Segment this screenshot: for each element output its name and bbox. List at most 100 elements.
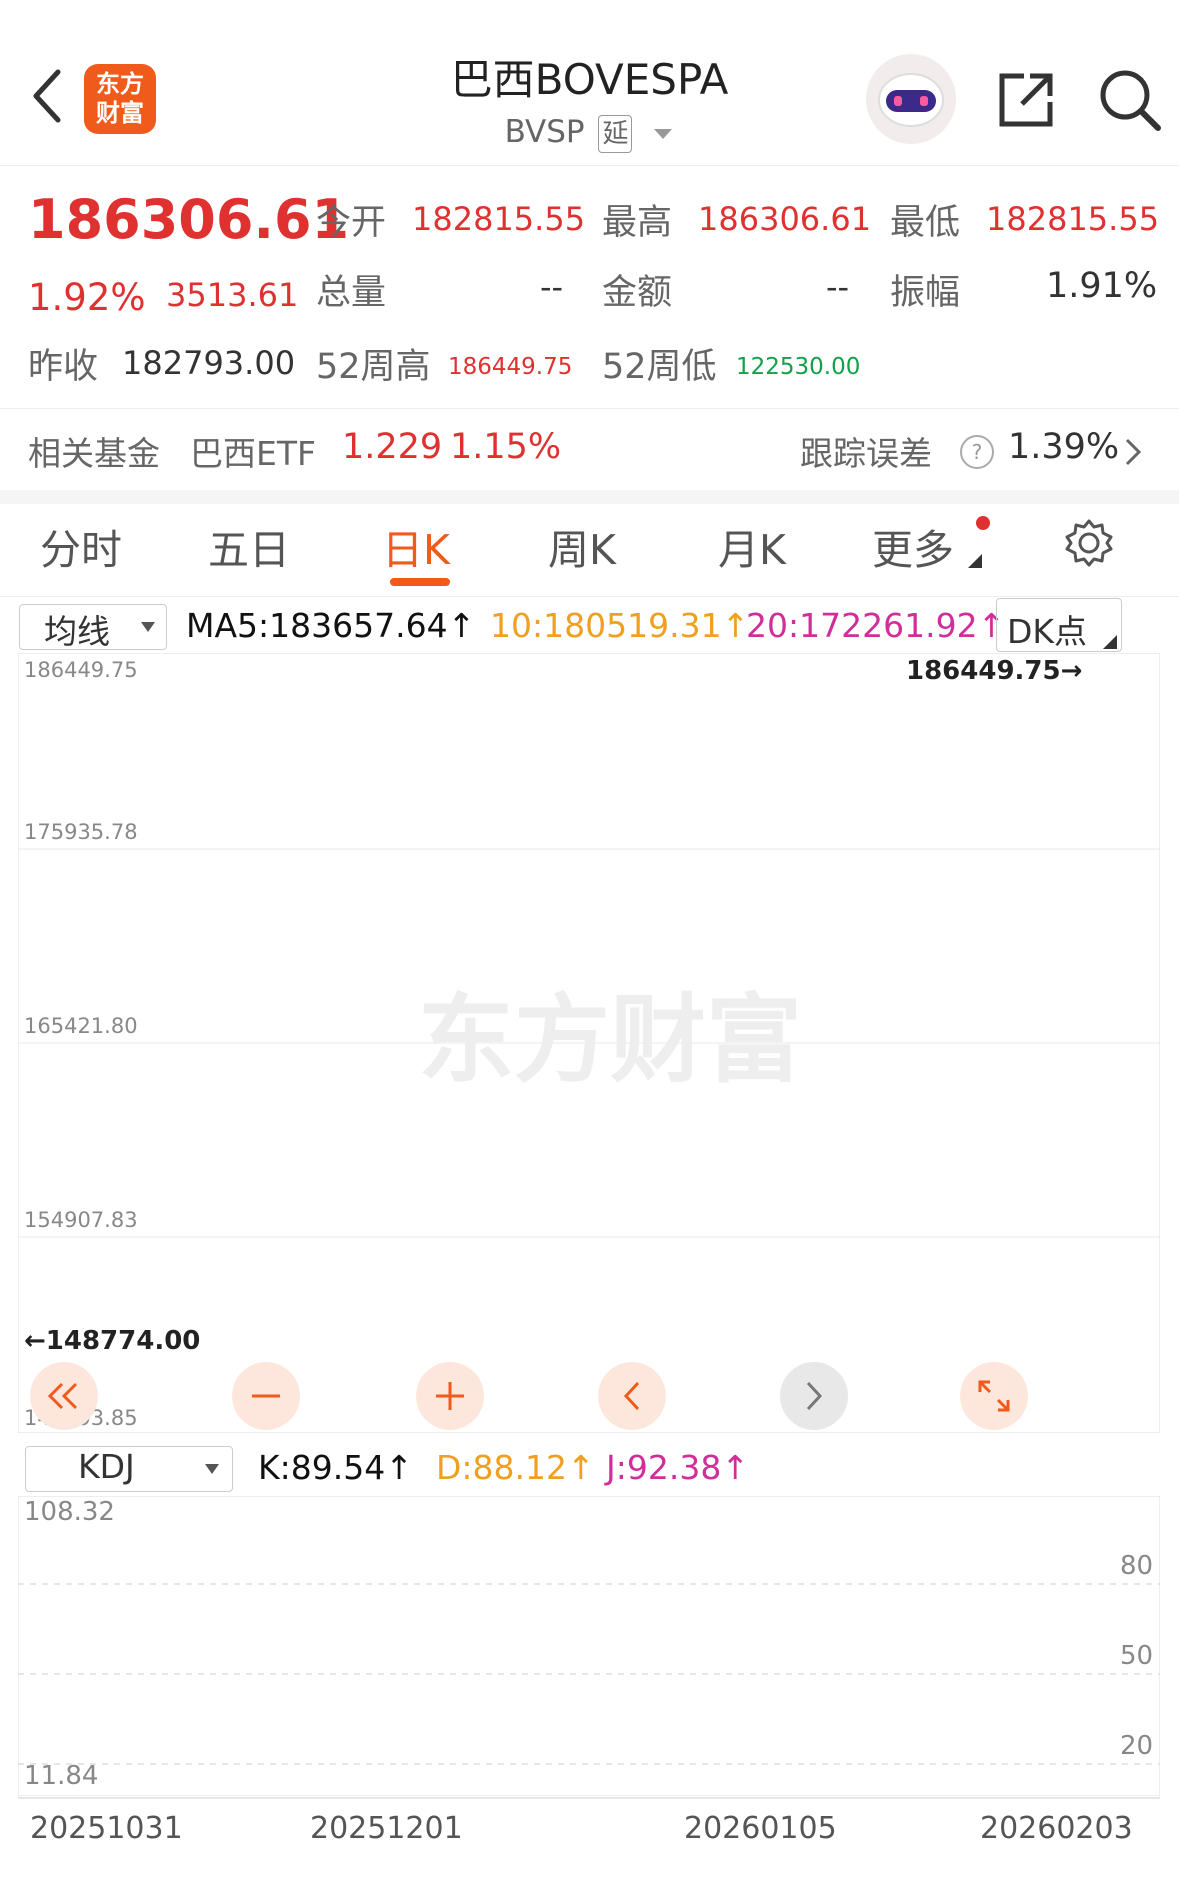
section-divider (0, 490, 1179, 504)
x-tick-label: 20251031 (30, 1811, 183, 1846)
app-logo: 东方 财富 (84, 64, 156, 134)
logo-line2: 财富 (96, 99, 144, 127)
header: 东方 财富 巴西BOVESPA BVSP 延 (0, 0, 1179, 166)
page-subtitle: BVSP 延 (0, 114, 1179, 153)
min-price-marker: ←148774.00 (24, 1326, 200, 1356)
page-title: 巴西BOVESPA (450, 55, 729, 104)
week52-high-label: 52周高 (316, 347, 431, 387)
symbol-code: BVSP (504, 114, 585, 150)
x-tick-label: 20260203 (980, 1811, 1133, 1846)
kdj-ref-label: 20 (1120, 1731, 1153, 1761)
change-percent: 1.92% (28, 276, 146, 319)
robot-assistant-icon[interactable] (866, 54, 956, 144)
prev-close-value: 182793.00 (122, 344, 296, 382)
tracking-error-value: 1.39% (1008, 427, 1120, 467)
chevron-right-icon[interactable] (1124, 437, 1142, 467)
low-label: 最低 (890, 203, 961, 243)
last-price: 186306.61 (28, 188, 350, 251)
settings-gear-icon[interactable] (1064, 518, 1114, 568)
kdj-axis-label: 108.32 (24, 1497, 115, 1527)
ma-select-label: 均线 (44, 612, 110, 651)
week52-low-value: 122530.00 (736, 354, 861, 380)
change-value: 3513.61 (166, 276, 299, 314)
share-icon[interactable] (994, 68, 1058, 132)
active-tab-indicator (390, 578, 450, 586)
delay-badge: 延 (598, 115, 633, 153)
dk-point-button[interactable]: DK点 (996, 598, 1122, 652)
kdj-chart[interactable]: 108.32 11.84 80 50 20 (18, 1496, 1160, 1796)
scroll-left-button[interactable] (598, 1362, 666, 1430)
indicator-select-kdj[interactable]: KDJ (25, 1446, 233, 1492)
back-icon[interactable] (28, 66, 68, 126)
open-value: 182815.55 (412, 200, 586, 238)
amplitude-label: 振幅 (890, 273, 961, 313)
fund-change: 1.15% (450, 427, 562, 467)
help-icon[interactable]: ? (960, 435, 994, 469)
tabs-divider (0, 596, 1179, 597)
fund-price: 1.229 (342, 427, 443, 467)
zoom-in-button[interactable] (416, 1362, 484, 1430)
minus-icon (252, 1394, 280, 1398)
indicator-select-ma[interactable]: 均线 (19, 604, 167, 651)
chevron-down-icon (205, 1464, 219, 1474)
price-chart[interactable]: 东方财富 186449.75 175935.78 165421.80 15490… (18, 653, 1160, 1433)
x-tick-label: 20251201 (310, 1811, 463, 1846)
dropdown-caret-icon[interactable] (652, 127, 674, 141)
plus-icon (436, 1382, 464, 1410)
open-label: 今开 (316, 203, 387, 243)
tab-intraday[interactable]: 分时 (40, 526, 122, 574)
fullscreen-button[interactable] (960, 1362, 1028, 1430)
volume-label: 总量 (316, 273, 387, 313)
more-corner-icon (968, 554, 982, 568)
scroll-start-button[interactable] (30, 1362, 98, 1430)
price-axis-label: 165421.80 (24, 1014, 138, 1038)
prev-close-label: 昨收 (28, 347, 99, 387)
watermark: 东方财富 (418, 984, 802, 1096)
price-axis-label: 154907.83 (24, 1208, 138, 1232)
tab-daily-k[interactable]: 日K (382, 526, 450, 574)
related-fund-row[interactable]: 相关基金 巴西ETF 1.229 1.15% 跟踪误差 ? 1.39% (0, 408, 1179, 489)
search-icon[interactable] (1096, 66, 1162, 132)
ma10-readout: 10:180519.31↑ (490, 606, 750, 645)
high-value: 186306.61 (698, 200, 872, 238)
ma20-readout: 20:172261.92↑ (746, 606, 1006, 645)
kdj-chart-frame (18, 1496, 1160, 1796)
volume-value: -- (540, 268, 564, 306)
tab-five-day[interactable]: 五日 (208, 526, 290, 574)
d-readout: D:88.12↑ (436, 1448, 595, 1487)
tab-more[interactable]: 更多 (872, 526, 954, 574)
fund-name: 巴西ETF (190, 434, 316, 473)
kdj-ref-label: 80 (1120, 1551, 1153, 1581)
notification-dot (976, 516, 990, 530)
scroll-right-button[interactable] (780, 1362, 848, 1430)
fund-label: 相关基金 (28, 434, 160, 473)
week52-low-label: 52周低 (602, 347, 717, 387)
k-readout: K:89.54↑ (258, 1448, 413, 1487)
high-label: 最高 (602, 203, 673, 243)
kdj-ref-label: 50 (1120, 1641, 1153, 1671)
amount-label: 金额 (602, 273, 673, 313)
chevron-right-icon (806, 1381, 823, 1411)
expand-icon (978, 1380, 1010, 1412)
dk-label: DK点 (1007, 612, 1088, 651)
max-price-marker: 186449.75→ (906, 656, 1082, 686)
x-tick-label: 20260105 (684, 1811, 837, 1846)
chevron-down-icon (141, 622, 155, 632)
corner-icon (1103, 635, 1117, 649)
amplitude-value: 1.91% (1046, 266, 1158, 306)
kdj-axis-label: 11.84 (24, 1761, 98, 1791)
kdj-select-label: KDJ (78, 1447, 135, 1486)
tracking-error-label: 跟踪误差 (800, 434, 932, 473)
tab-weekly-k[interactable]: 周K (548, 526, 616, 574)
amount-value: -- (826, 268, 850, 306)
price-axis-label: 175935.78 (24, 820, 138, 844)
zoom-out-button[interactable] (232, 1362, 300, 1430)
price-axis-label: 186449.75 (24, 658, 138, 682)
week52-high-value: 186449.75 (448, 354, 573, 380)
j-readout: J:92.38↑ (606, 1448, 749, 1487)
x-axis: 20251031 20251201 20260105 20260203 (18, 1797, 1160, 1846)
tab-monthly-k[interactable]: 月K (718, 526, 786, 574)
ma5-readout: MA5:183657.64↑ (186, 606, 476, 645)
double-chevron-left-icon (47, 1382, 78, 1410)
low-value: 182815.55 (986, 200, 1160, 238)
